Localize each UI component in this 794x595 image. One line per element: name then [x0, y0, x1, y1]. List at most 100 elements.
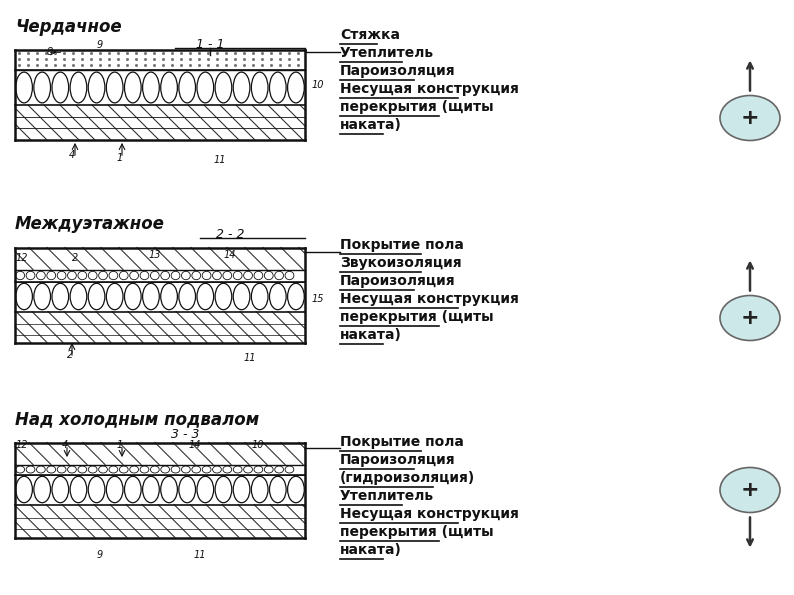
Ellipse shape	[192, 271, 201, 280]
Ellipse shape	[233, 477, 250, 503]
Ellipse shape	[88, 477, 105, 503]
Text: Пароизоляция: Пароизоляция	[340, 274, 456, 288]
Ellipse shape	[26, 271, 35, 280]
Ellipse shape	[119, 466, 128, 473]
Ellipse shape	[88, 466, 97, 473]
Ellipse shape	[285, 271, 294, 280]
Ellipse shape	[252, 477, 268, 503]
Ellipse shape	[67, 271, 76, 280]
Text: 2: 2	[67, 350, 73, 360]
Text: Несущая конструкция: Несущая конструкция	[340, 507, 518, 521]
Text: 9: 9	[97, 550, 103, 560]
Ellipse shape	[275, 466, 283, 473]
Ellipse shape	[34, 283, 51, 310]
Ellipse shape	[197, 283, 214, 310]
Ellipse shape	[143, 283, 160, 310]
Ellipse shape	[160, 72, 177, 103]
Text: 10: 10	[252, 440, 264, 450]
Text: Пароизоляция: Пароизоляция	[340, 64, 456, 78]
Ellipse shape	[47, 466, 56, 473]
Ellipse shape	[119, 271, 128, 280]
Ellipse shape	[16, 72, 33, 103]
Ellipse shape	[129, 271, 138, 280]
Ellipse shape	[52, 283, 68, 310]
Text: 1: 1	[117, 440, 123, 450]
Ellipse shape	[143, 72, 160, 103]
Text: наката): наката)	[340, 118, 402, 132]
Ellipse shape	[179, 477, 195, 503]
Ellipse shape	[98, 271, 107, 280]
Ellipse shape	[202, 466, 211, 473]
Ellipse shape	[143, 477, 160, 503]
Text: Утеплитель: Утеплитель	[340, 489, 434, 503]
Ellipse shape	[125, 283, 141, 310]
Ellipse shape	[67, 466, 76, 473]
Ellipse shape	[252, 283, 268, 310]
Ellipse shape	[57, 466, 66, 473]
Ellipse shape	[16, 283, 33, 310]
Ellipse shape	[129, 466, 138, 473]
Text: 14: 14	[189, 440, 201, 450]
Ellipse shape	[160, 477, 177, 503]
Ellipse shape	[213, 466, 222, 473]
Ellipse shape	[125, 72, 141, 103]
Ellipse shape	[70, 283, 87, 310]
Ellipse shape	[172, 466, 180, 473]
Ellipse shape	[150, 271, 160, 280]
Text: 15: 15	[312, 294, 325, 304]
Text: перекрытия (щиты: перекрытия (щиты	[340, 525, 494, 539]
Ellipse shape	[244, 271, 252, 280]
Ellipse shape	[106, 72, 123, 103]
Ellipse shape	[37, 271, 45, 280]
Ellipse shape	[264, 466, 273, 473]
Ellipse shape	[264, 271, 273, 280]
Ellipse shape	[720, 296, 780, 340]
Ellipse shape	[140, 466, 148, 473]
Ellipse shape	[252, 72, 268, 103]
Text: Пароизоляция: Пароизоляция	[340, 453, 456, 467]
Ellipse shape	[254, 271, 263, 280]
Ellipse shape	[150, 466, 160, 473]
Ellipse shape	[88, 283, 105, 310]
Ellipse shape	[720, 96, 780, 140]
Ellipse shape	[78, 271, 87, 280]
Text: 2: 2	[72, 253, 78, 263]
Text: Несущая конструкция: Несущая конструкция	[340, 82, 518, 96]
Text: Несущая конструкция: Несущая конструкция	[340, 292, 518, 306]
Text: Стяжка: Стяжка	[340, 28, 400, 42]
Ellipse shape	[202, 271, 211, 280]
Text: +: +	[741, 480, 759, 500]
Text: +: +	[741, 308, 759, 328]
Text: +: +	[741, 108, 759, 128]
Ellipse shape	[275, 271, 283, 280]
Ellipse shape	[125, 477, 141, 503]
Ellipse shape	[287, 72, 304, 103]
Ellipse shape	[160, 271, 170, 280]
Ellipse shape	[215, 72, 232, 103]
Ellipse shape	[78, 466, 87, 473]
Ellipse shape	[192, 466, 201, 473]
Ellipse shape	[233, 72, 250, 103]
Text: Звукоизоляция: Звукоизоляция	[340, 256, 461, 270]
Ellipse shape	[233, 283, 250, 310]
Ellipse shape	[140, 271, 148, 280]
Ellipse shape	[213, 271, 222, 280]
Ellipse shape	[182, 271, 191, 280]
Text: Над холодным подвалом: Над холодным подвалом	[15, 410, 260, 428]
Ellipse shape	[70, 72, 87, 103]
Ellipse shape	[215, 283, 232, 310]
Ellipse shape	[197, 72, 214, 103]
Ellipse shape	[70, 477, 87, 503]
Text: Покрытие пола: Покрытие пола	[340, 238, 464, 252]
Ellipse shape	[88, 72, 105, 103]
Ellipse shape	[34, 477, 51, 503]
Ellipse shape	[179, 72, 195, 103]
Ellipse shape	[223, 271, 232, 280]
Ellipse shape	[223, 466, 232, 473]
Ellipse shape	[34, 72, 51, 103]
Ellipse shape	[215, 477, 232, 503]
Text: 3 - 3: 3 - 3	[171, 428, 199, 441]
Ellipse shape	[47, 271, 56, 280]
Text: 11: 11	[244, 353, 256, 363]
Ellipse shape	[182, 466, 191, 473]
